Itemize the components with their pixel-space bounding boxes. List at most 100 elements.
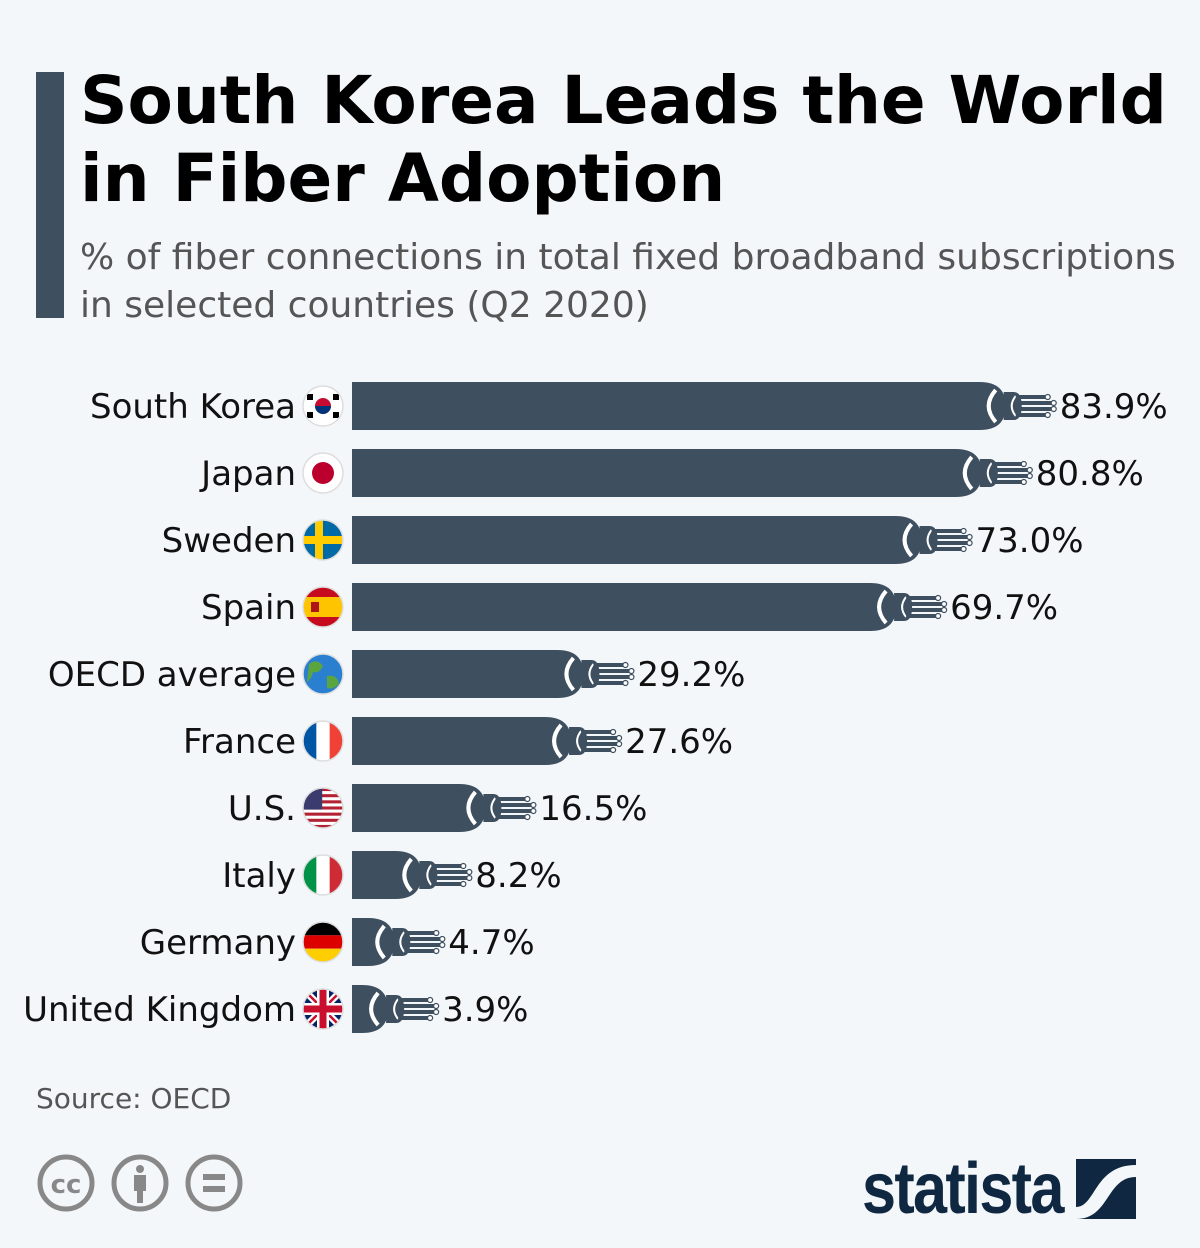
bar	[352, 650, 584, 698]
cable-sheath	[402, 857, 413, 893]
cable-inner	[576, 730, 582, 752]
fiber-tip	[609, 728, 617, 736]
value-label: 8.2%	[475, 856, 561, 896]
fiber-tip	[466, 868, 473, 876]
cable-inner	[588, 663, 595, 685]
fiber-tip	[934, 594, 942, 602]
category-label: United Kingdom	[23, 990, 296, 1030]
fiber-tip	[460, 880, 467, 888]
fiber-tip	[960, 527, 967, 535]
cable-sheath	[466, 790, 477, 826]
cable-inner	[1010, 395, 1017, 417]
category-label: Spain	[201, 588, 296, 628]
fiber-tip	[466, 874, 473, 882]
bar-row: South Korea 83.9%	[90, 382, 1168, 430]
svg-text:cc: cc	[51, 1170, 82, 1200]
fiber-tip	[530, 807, 537, 815]
fiber-tip	[427, 996, 434, 1004]
category-label: France	[183, 722, 296, 762]
value-label: 80.8%	[1036, 454, 1144, 494]
flag-globe-icon	[303, 654, 343, 694]
flag-gb-icon	[303, 989, 343, 1029]
bar-row: Spain 69.7%	[201, 583, 1058, 631]
cable-inner	[393, 998, 399, 1020]
bar	[352, 516, 922, 564]
value-label: 27.6%	[625, 722, 733, 762]
fiber-tip	[966, 539, 973, 547]
statista-logo: statista	[862, 1148, 1137, 1230]
fiber-tip	[960, 545, 967, 553]
statista-logo-icon	[1076, 1159, 1137, 1219]
bar-row: Germany 4.7%	[140, 918, 535, 966]
license-icons: cc	[36, 1153, 244, 1213]
bar	[352, 784, 486, 832]
fiber-tip	[433, 1002, 440, 1010]
cable-inner	[901, 596, 907, 618]
bar-row: U.S. 16.5%	[228, 784, 647, 832]
fiber-tip	[433, 947, 440, 955]
bar	[352, 583, 897, 631]
category-label: Japan	[199, 454, 296, 494]
fiber-tip	[460, 862, 467, 870]
no-derivatives-icon	[185, 1154, 243, 1212]
cable-sheath	[369, 991, 380, 1027]
fiber-tip	[1020, 478, 1027, 486]
fiber-tip	[433, 929, 440, 937]
fiber-tip	[615, 740, 623, 748]
flag-jp-icon	[303, 453, 343, 493]
chart-subtitle: % of fiber connections in total fixed br…	[80, 237, 1176, 326]
cable-sheath	[962, 455, 974, 491]
category-label: Germany	[140, 923, 296, 963]
cable-inner	[986, 462, 993, 484]
fiber-tip	[439, 935, 446, 943]
bar-row: Italy 8.2%	[222, 851, 562, 899]
fiber-tip	[622, 679, 629, 687]
category-label: OECD average	[48, 655, 296, 695]
cable-sheath	[877, 589, 888, 625]
fiber-tip	[1050, 405, 1057, 413]
category-label: U.S.	[228, 789, 296, 829]
value-label: 69.7%	[950, 588, 1058, 628]
fiber-tip	[1026, 472, 1033, 480]
attribution-icon	[111, 1154, 169, 1212]
bar	[352, 717, 572, 765]
source: Source: OECD	[36, 1082, 232, 1115]
fiber-tip	[1026, 466, 1033, 474]
fiber-tip	[615, 734, 623, 742]
flag-se-icon	[303, 520, 343, 560]
fiber-tip	[628, 667, 635, 675]
bar	[352, 449, 982, 497]
bar-row: Sweden 73.0%	[162, 516, 1084, 564]
fiber-tip	[934, 612, 942, 620]
flag-kr-icon	[303, 386, 343, 426]
cable-inner	[926, 529, 933, 551]
cable-inner	[490, 797, 497, 819]
cable-sheath	[564, 656, 575, 692]
cc-icon: cc	[37, 1154, 95, 1212]
fiber-tip	[433, 1008, 440, 1016]
fiber-tip	[1050, 399, 1057, 407]
value-label: 4.7%	[448, 923, 534, 963]
cable-sheath	[986, 388, 998, 424]
cable-inner	[426, 864, 433, 886]
fiber-tip	[1044, 411, 1051, 419]
fiber-tip	[940, 600, 948, 608]
fiber-tip	[1044, 393, 1051, 401]
fiber-tip	[628, 673, 635, 681]
fiber-tip	[1020, 460, 1027, 468]
bar	[352, 382, 1006, 430]
category-label: Italy	[222, 856, 296, 896]
value-label: 83.9%	[1060, 387, 1168, 427]
fiber-tip	[530, 801, 537, 809]
bar-row: OECD average 29.2%	[48, 650, 745, 698]
bar	[352, 918, 395, 966]
fiber-tip	[609, 746, 617, 754]
fiber-tip	[439, 941, 446, 949]
cable-inner	[399, 931, 406, 953]
bar	[352, 851, 422, 899]
fiber-tip	[966, 533, 973, 541]
bar-row: France 27.6%	[183, 717, 733, 765]
cable-sheath	[902, 522, 914, 558]
bar-row: Japan 80.8%	[199, 449, 1144, 497]
